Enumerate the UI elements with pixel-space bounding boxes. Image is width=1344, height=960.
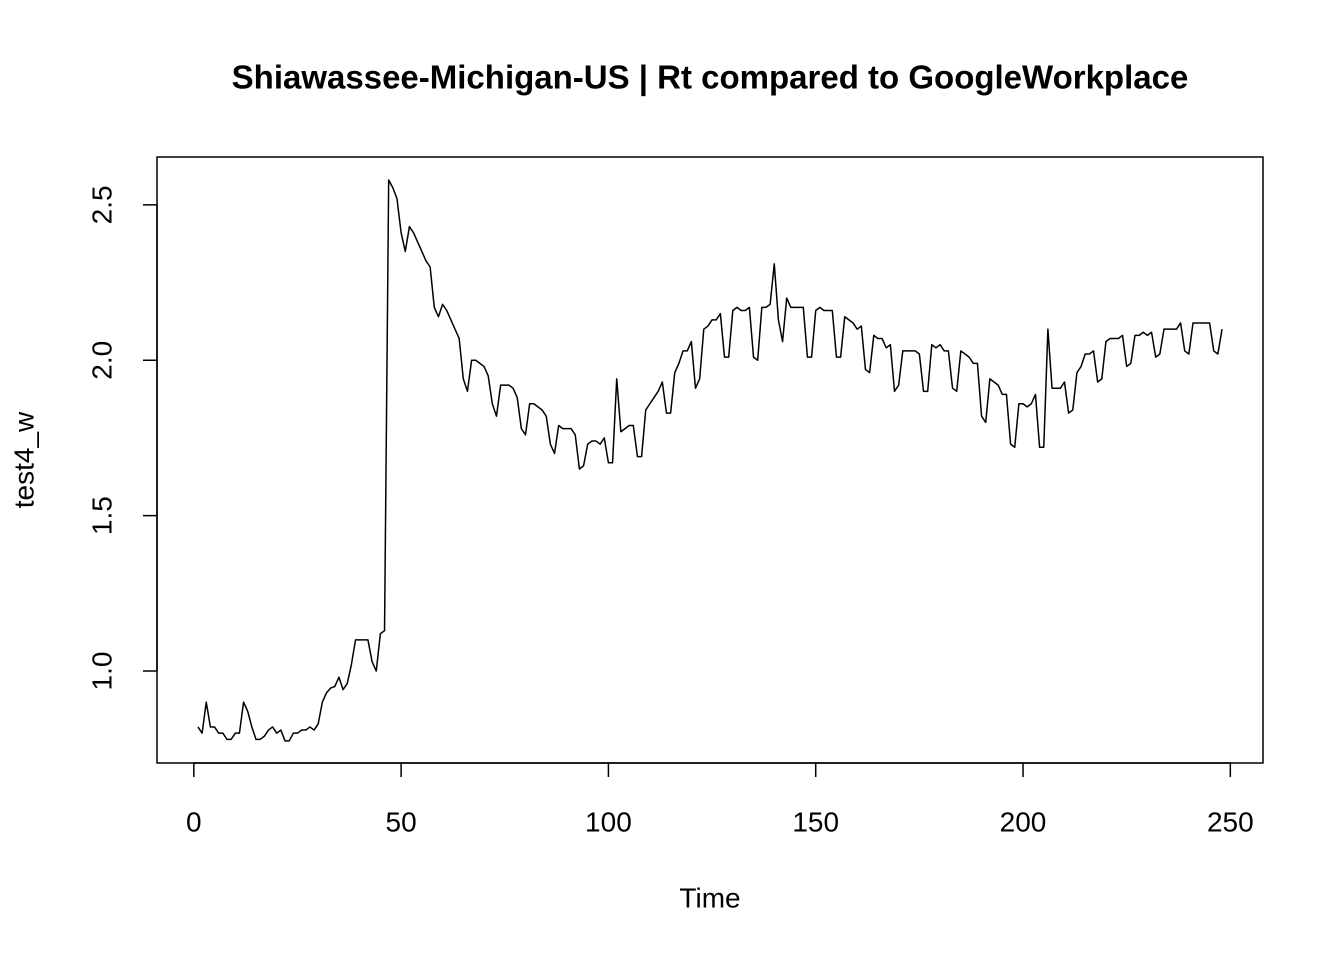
chart-title: Shiawassee-Michigan-US | Rt compared to …	[232, 59, 1189, 96]
y-tick-label: 2.0	[86, 341, 117, 380]
data-line	[197, 179, 1223, 742]
y-tick-label: 2.5	[86, 185, 117, 224]
y-tick-label: 1.5	[86, 496, 117, 535]
x-tick-label: 250	[1207, 806, 1254, 837]
x-tick-label: 50	[386, 806, 417, 837]
y-axis-label: test4_w	[8, 411, 39, 508]
x-tick-label: 100	[585, 806, 632, 837]
x-axis-label: Time	[679, 882, 740, 913]
y-tick-label: 1.0	[86, 652, 117, 691]
x-tick-label: 200	[1000, 806, 1047, 837]
x-tick-label: 150	[792, 806, 839, 837]
plot-box	[156, 156, 1264, 764]
x-tick-label: 0	[186, 806, 202, 837]
